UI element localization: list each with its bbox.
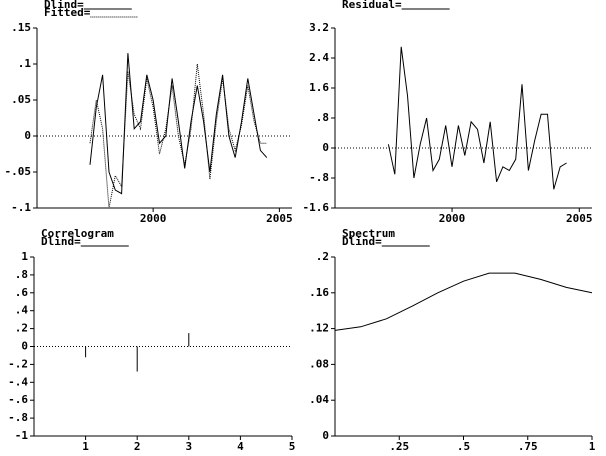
x-tick-label: 2000 (439, 212, 466, 225)
y-tick-label: .16 (309, 286, 329, 299)
y-tick-label: .2 (316, 250, 329, 263)
legend-label: Dlind= (342, 235, 382, 248)
y-tick-label: .05 (11, 93, 31, 106)
y-tick-label: -.05 (5, 165, 32, 178)
x-tick-label: 1 (82, 440, 89, 453)
y-tick-label: 3.2 (309, 21, 329, 34)
x-tick-label: 2005 (266, 212, 293, 225)
x-tick-label: 2005 (566, 212, 593, 225)
series-line (387, 46, 567, 190)
series-line (89, 63, 267, 209)
series-line (89, 53, 268, 195)
y-tick-label: .8 (15, 268, 28, 281)
legend-label: Dlind= (44, 0, 84, 11)
y-tick-label: .12 (309, 322, 329, 335)
y-tick-label: .04 (309, 393, 329, 406)
y-tick-label: -1.6 (303, 201, 330, 214)
y-tick-label: 0 (24, 129, 31, 142)
y-tick-label: 0 (21, 340, 28, 353)
x-tick-label: 4 (237, 440, 244, 453)
y-tick-label: -.4 (8, 375, 28, 388)
y-tick-label: -.1 (11, 201, 31, 214)
y-tick-label: .4 (15, 304, 29, 317)
y-tick-label: 1 (21, 250, 28, 263)
x-tick-label: 3 (185, 440, 192, 453)
y-tick-label: -.6 (8, 393, 28, 406)
y-tick-label: .1 (18, 57, 32, 70)
chart-title: Correlogram (41, 227, 114, 240)
legend-label: Residual= (342, 0, 402, 11)
y-tick-label: .08 (309, 357, 329, 370)
chart-title: Spectrum (342, 227, 395, 240)
x-tick-label: 1 (589, 440, 596, 453)
x-tick-label: 5 (289, 440, 296, 453)
y-tick-label: -.8 (309, 171, 329, 184)
x-tick-label: 2 (134, 440, 141, 453)
y-tick-label: 0 (322, 429, 329, 442)
y-tick-label: 2.4 (309, 51, 329, 64)
series-line (334, 272, 593, 331)
x-tick-label: .5 (457, 440, 470, 453)
x-tick-label: .75 (518, 440, 538, 453)
y-tick-label: -.2 (8, 357, 28, 370)
y-tick-label: -.8 (8, 411, 28, 424)
y-tick-label: -1 (15, 429, 29, 442)
legend-label: Fitted= (44, 6, 91, 19)
y-tick-label: .2 (15, 322, 28, 335)
y-tick-label: .6 (15, 286, 29, 299)
y-tick-label: .8 (316, 111, 329, 124)
y-tick-label: 1.6 (309, 81, 329, 94)
x-tick-label: .25 (389, 440, 409, 453)
y-tick-label: .15 (11, 21, 31, 34)
x-tick-label: 2000 (140, 212, 167, 225)
y-tick-label: 0 (322, 141, 329, 154)
legend-label: Dlind= (41, 235, 81, 248)
